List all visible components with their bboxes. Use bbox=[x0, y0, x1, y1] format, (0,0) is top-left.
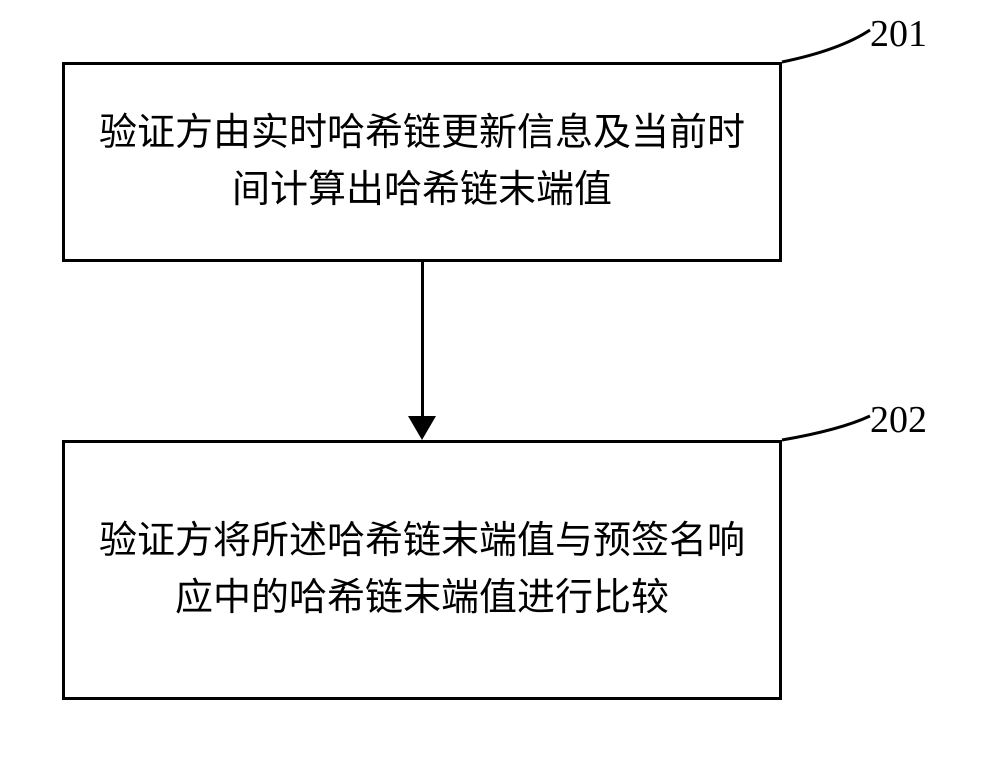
callout-label-202-text: 202 bbox=[870, 399, 927, 441]
flow-node-step2-text: 验证方将所述哈希链末端值与预签名响应中的哈希链末端值进行比较 bbox=[85, 513, 759, 627]
flow-node-step2: 验证方将所述哈希链末端值与预签名响应中的哈希链末端值进行比较 bbox=[62, 440, 782, 700]
flow-arrow-line bbox=[421, 262, 424, 416]
diagram-canvas: 验证方由实时哈希链更新信息及当前时间计算出哈希链末端值 验证方将所述哈希链末端值… bbox=[0, 0, 1000, 772]
leader-line-202 bbox=[782, 416, 870, 440]
flow-node-step1-text: 验证方由实时哈希链更新信息及当前时间计算出哈希链末端值 bbox=[85, 105, 759, 219]
flow-arrow-head-icon bbox=[408, 416, 436, 440]
callout-label-201-text: 201 bbox=[870, 13, 927, 55]
leader-line-201 bbox=[782, 30, 870, 62]
flow-node-step1: 验证方由实时哈希链更新信息及当前时间计算出哈希链末端值 bbox=[62, 62, 782, 262]
callout-label-202: 202 bbox=[870, 398, 927, 442]
callout-label-201: 201 bbox=[870, 12, 927, 56]
